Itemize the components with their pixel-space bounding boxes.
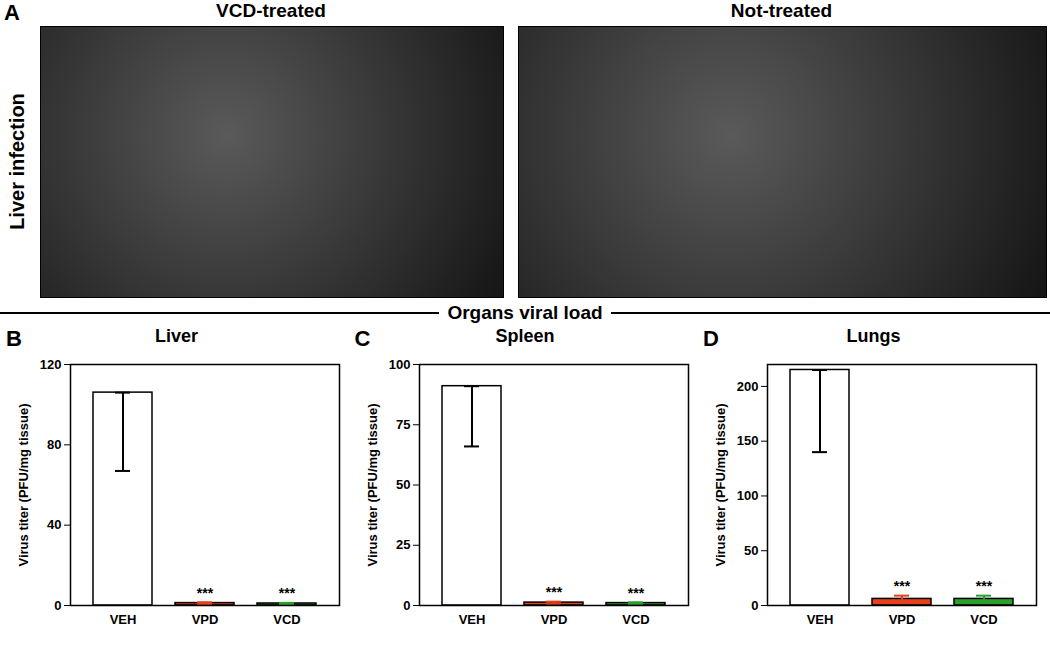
- svg-text:VCD: VCD: [970, 612, 997, 627]
- html-text:Spleen: Spleen: [495, 326, 555, 346]
- svg-text:80: 80: [47, 437, 61, 452]
- html-text:A: A: [4, 0, 20, 25]
- svg-text:VEH: VEH: [458, 612, 485, 627]
- svg-text:150: 150: [737, 433, 759, 448]
- svg-text:200: 200: [737, 379, 759, 394]
- svg-text:50: 50: [744, 543, 758, 558]
- svg-text:0: 0: [54, 598, 61, 613]
- svg-text:VCD: VCD: [622, 612, 649, 627]
- svg-text:***: ***: [197, 585, 214, 601]
- svg-text:VPD: VPD: [192, 612, 219, 627]
- svg-text:Virus titer (PFU/mg tissue): Virus titer (PFU/mg tissue): [16, 403, 31, 566]
- html-text:C: C: [354, 326, 371, 351]
- svg-text:VEH: VEH: [807, 612, 834, 627]
- html-text:Organs viral load: Organs viral load: [447, 302, 603, 323]
- svg-text:VPD: VPD: [540, 612, 567, 627]
- svg-text:40: 40: [47, 517, 61, 532]
- svg-text:75: 75: [396, 417, 410, 432]
- svg-text:0: 0: [751, 598, 758, 613]
- svg-text:VEH: VEH: [110, 612, 137, 627]
- svg-text:100: 100: [737, 488, 759, 503]
- html-text:Lungs: Lungs: [846, 326, 901, 346]
- svg-text:***: ***: [894, 578, 911, 594]
- svg-text:120: 120: [40, 357, 62, 372]
- svg-text:VPD: VPD: [889, 612, 916, 627]
- svg-text:50: 50: [396, 477, 410, 492]
- svg-text:0: 0: [403, 598, 410, 613]
- html-text:Liver: Liver: [155, 326, 198, 346]
- html-text:Liver infection: Liver infection: [5, 92, 28, 230]
- html-text:D: D: [703, 326, 719, 351]
- html-text:Not-treated: Not-treated: [730, 0, 833, 21]
- svg-text:***: ***: [976, 578, 993, 594]
- svg-text:Virus titer (PFU/mg tissue): Virus titer (PFU/mg tissue): [364, 403, 379, 566]
- svg-text:***: ***: [545, 584, 562, 600]
- svg-text:Virus titer (PFU/mg tissue): Virus titer (PFU/mg tissue): [713, 403, 728, 566]
- svg-text:***: ***: [279, 585, 296, 601]
- svg-text:VCD: VCD: [273, 612, 300, 627]
- svg-text:25: 25: [396, 537, 410, 552]
- html-text:VCD-treated: VCD-treated: [216, 0, 326, 21]
- svg-text:***: ***: [627, 585, 644, 601]
- html-text:B: B: [6, 326, 22, 351]
- svg-text:100: 100: [388, 357, 410, 372]
